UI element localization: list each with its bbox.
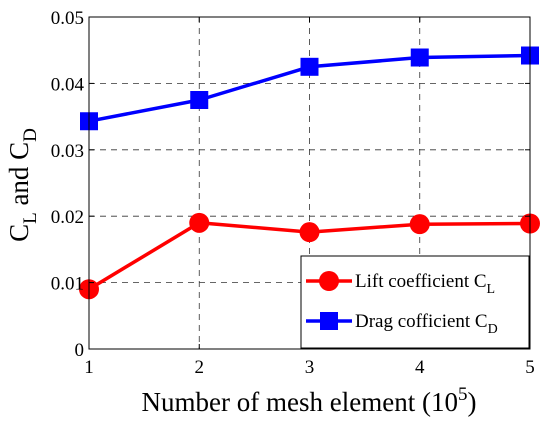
x-axis-main: Number of mesh element (10 [142, 387, 458, 417]
data-point [409, 214, 430, 235]
series-layer [79, 46, 540, 300]
legend-drag-label: Drag cofficient CD [355, 311, 498, 337]
legend-lift-sub: L [487, 282, 496, 297]
legend-drag-text: Drag cofficient C [355, 311, 488, 332]
y-tick-label: 0.01 [51, 274, 84, 295]
data-point [300, 57, 319, 76]
y-axis-title: CL and CD [4, 128, 41, 242]
data-point [190, 91, 209, 109]
data-point [410, 48, 429, 67]
legend-lift-label: Lift coefficient CL [355, 271, 495, 297]
y-tick-label: 0.03 [51, 141, 84, 162]
y-axis-sub1: L [20, 212, 41, 224]
legend-lift-marker [319, 271, 339, 291]
y-axis-mid: and C [4, 142, 34, 213]
ticks: 0 0.01 0.02 0.03 0.04 0.05 1 2 3 4 5 [51, 8, 535, 378]
x-axis-end: ) [467, 387, 476, 417]
data-point [299, 222, 320, 243]
legend-drag-marker [320, 312, 338, 330]
x-tick-label: 3 [305, 357, 315, 378]
x-tick-label: 5 [525, 357, 535, 378]
x-tick-label: 2 [195, 357, 205, 378]
x-axis-title: Number of mesh element (105) [142, 384, 477, 417]
y-axis-c1: C [4, 224, 34, 242]
data-point [189, 212, 210, 233]
y-tick-label: 0.02 [51, 207, 84, 228]
y-tick-label: 0 [75, 340, 85, 361]
y-axis-sub2: D [20, 128, 41, 142]
x-axis-sup: 5 [458, 384, 468, 405]
legend: Lift coefficient CL Drag cofficient CD [300, 255, 530, 349]
legend-drag-sub: D [488, 322, 498, 337]
x-tick-label: 1 [84, 357, 94, 378]
y-tick-label: 0.05 [51, 8, 84, 29]
legend-box [300, 255, 530, 349]
legend-lift-text: Lift coefficient C [355, 271, 487, 292]
x-tick-label: 4 [415, 357, 425, 378]
y-tick-label: 0.04 [51, 74, 85, 95]
